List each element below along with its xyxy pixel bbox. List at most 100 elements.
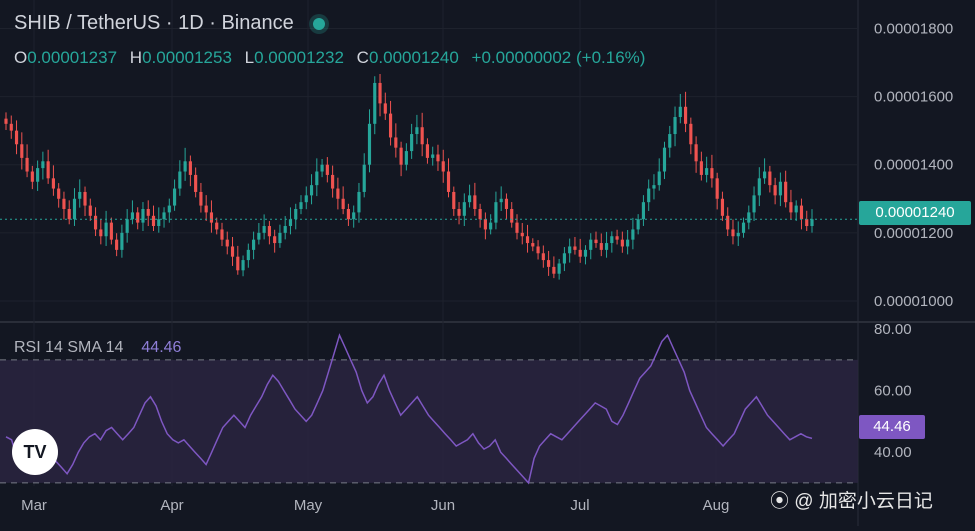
candle [441,149,445,183]
candle-body [352,212,356,220]
candle-body [136,212,140,223]
candle [199,182,203,213]
candle [78,179,82,208]
watermark: ⦿ @ 加密小云日记 [770,491,933,512]
candle-body [267,226,271,237]
low-value: 0.00001232 [254,48,344,67]
candle [452,186,456,216]
candle [636,214,640,235]
candle-body [515,222,519,233]
candle [520,223,524,245]
candle-body [620,239,624,247]
rsi-legend[interactable]: RSI 14 SMA 14 44.46 [14,339,181,357]
candle-body [547,260,551,267]
x-tick-label-jun: Jun [431,497,455,514]
candle [341,186,345,215]
candle [436,144,440,171]
candle [583,245,588,265]
candle [209,200,214,233]
candle [278,224,282,248]
candle [183,147,187,181]
candle-body [299,202,303,209]
tradingview-logo[interactable]: TV [12,429,58,475]
high-label: H [129,48,143,67]
high-value: 0.00001253 [142,48,232,67]
candle-body [404,151,408,165]
candle-body [768,171,772,186]
candle-body [689,123,693,145]
candle [373,76,377,135]
candle [352,205,356,228]
candle [657,158,661,191]
candle-body [578,249,582,257]
symbol-legend[interactable]: SHIB / TetherUS · 1D · Binance [14,12,326,35]
candle-body [336,188,340,199]
candle [747,205,751,230]
candle-body [652,185,656,189]
candle [594,231,598,248]
candle [547,250,551,276]
candle [410,123,414,159]
candle [457,202,461,225]
candle [662,141,667,180]
candle [446,158,451,198]
x-tick-label-mar: Mar [21,497,47,514]
candle [399,141,403,177]
candle [194,167,198,198]
candle [320,158,324,178]
candle [510,202,514,228]
candle [304,186,308,210]
candle [262,214,266,240]
candle-body [662,147,667,172]
candle [20,132,24,170]
price-tick-label-3: 0.00001200 [874,225,953,242]
candle [109,217,113,245]
candle [151,205,156,232]
candle-body [489,222,493,230]
price-tick-label-4: 0.00001000 [874,293,953,310]
candle [14,120,19,155]
candle [125,209,129,243]
candle-body [204,205,208,213]
candle [462,193,466,227]
candle [104,210,108,246]
candle-body [431,154,435,158]
candle [620,231,624,253]
x-tick-label-jul: Jul [570,497,589,514]
candle [378,74,382,117]
candle-body [626,239,630,247]
rsi-line [5,333,813,485]
candle-body [331,174,335,189]
candle-body [468,195,472,203]
price-tick-label-2: 0.00001400 [874,157,953,174]
ohlc-readout: O0.00001237 H0.00001253 L0.00001232 C0.0… [14,48,653,68]
candle-body [726,215,730,230]
candle [67,200,71,225]
candle [710,154,714,188]
candle-body [673,117,677,135]
candle-body [93,215,98,230]
candle [99,219,103,245]
open-label: O [14,48,28,67]
candle-body [67,208,71,220]
candle-body [394,137,398,148]
candle [525,224,530,253]
candle-body [373,82,377,124]
candle [88,198,92,221]
candle-body [252,239,256,250]
candle [130,200,135,225]
rsi-tick-label-2: 40.00 [874,444,912,461]
close-value: 0.00001240 [368,48,459,67]
candle-body [594,239,598,244]
candle [789,189,793,220]
candle-body [425,144,430,158]
candle [573,236,577,255]
rsi-tick-label-0: 80.00 [874,321,912,338]
candle [763,158,767,184]
candle-body [341,198,345,209]
candle-body [172,188,177,206]
candle-body [20,144,24,158]
candle-body [62,198,66,209]
candle [478,203,482,228]
candle [468,184,472,208]
